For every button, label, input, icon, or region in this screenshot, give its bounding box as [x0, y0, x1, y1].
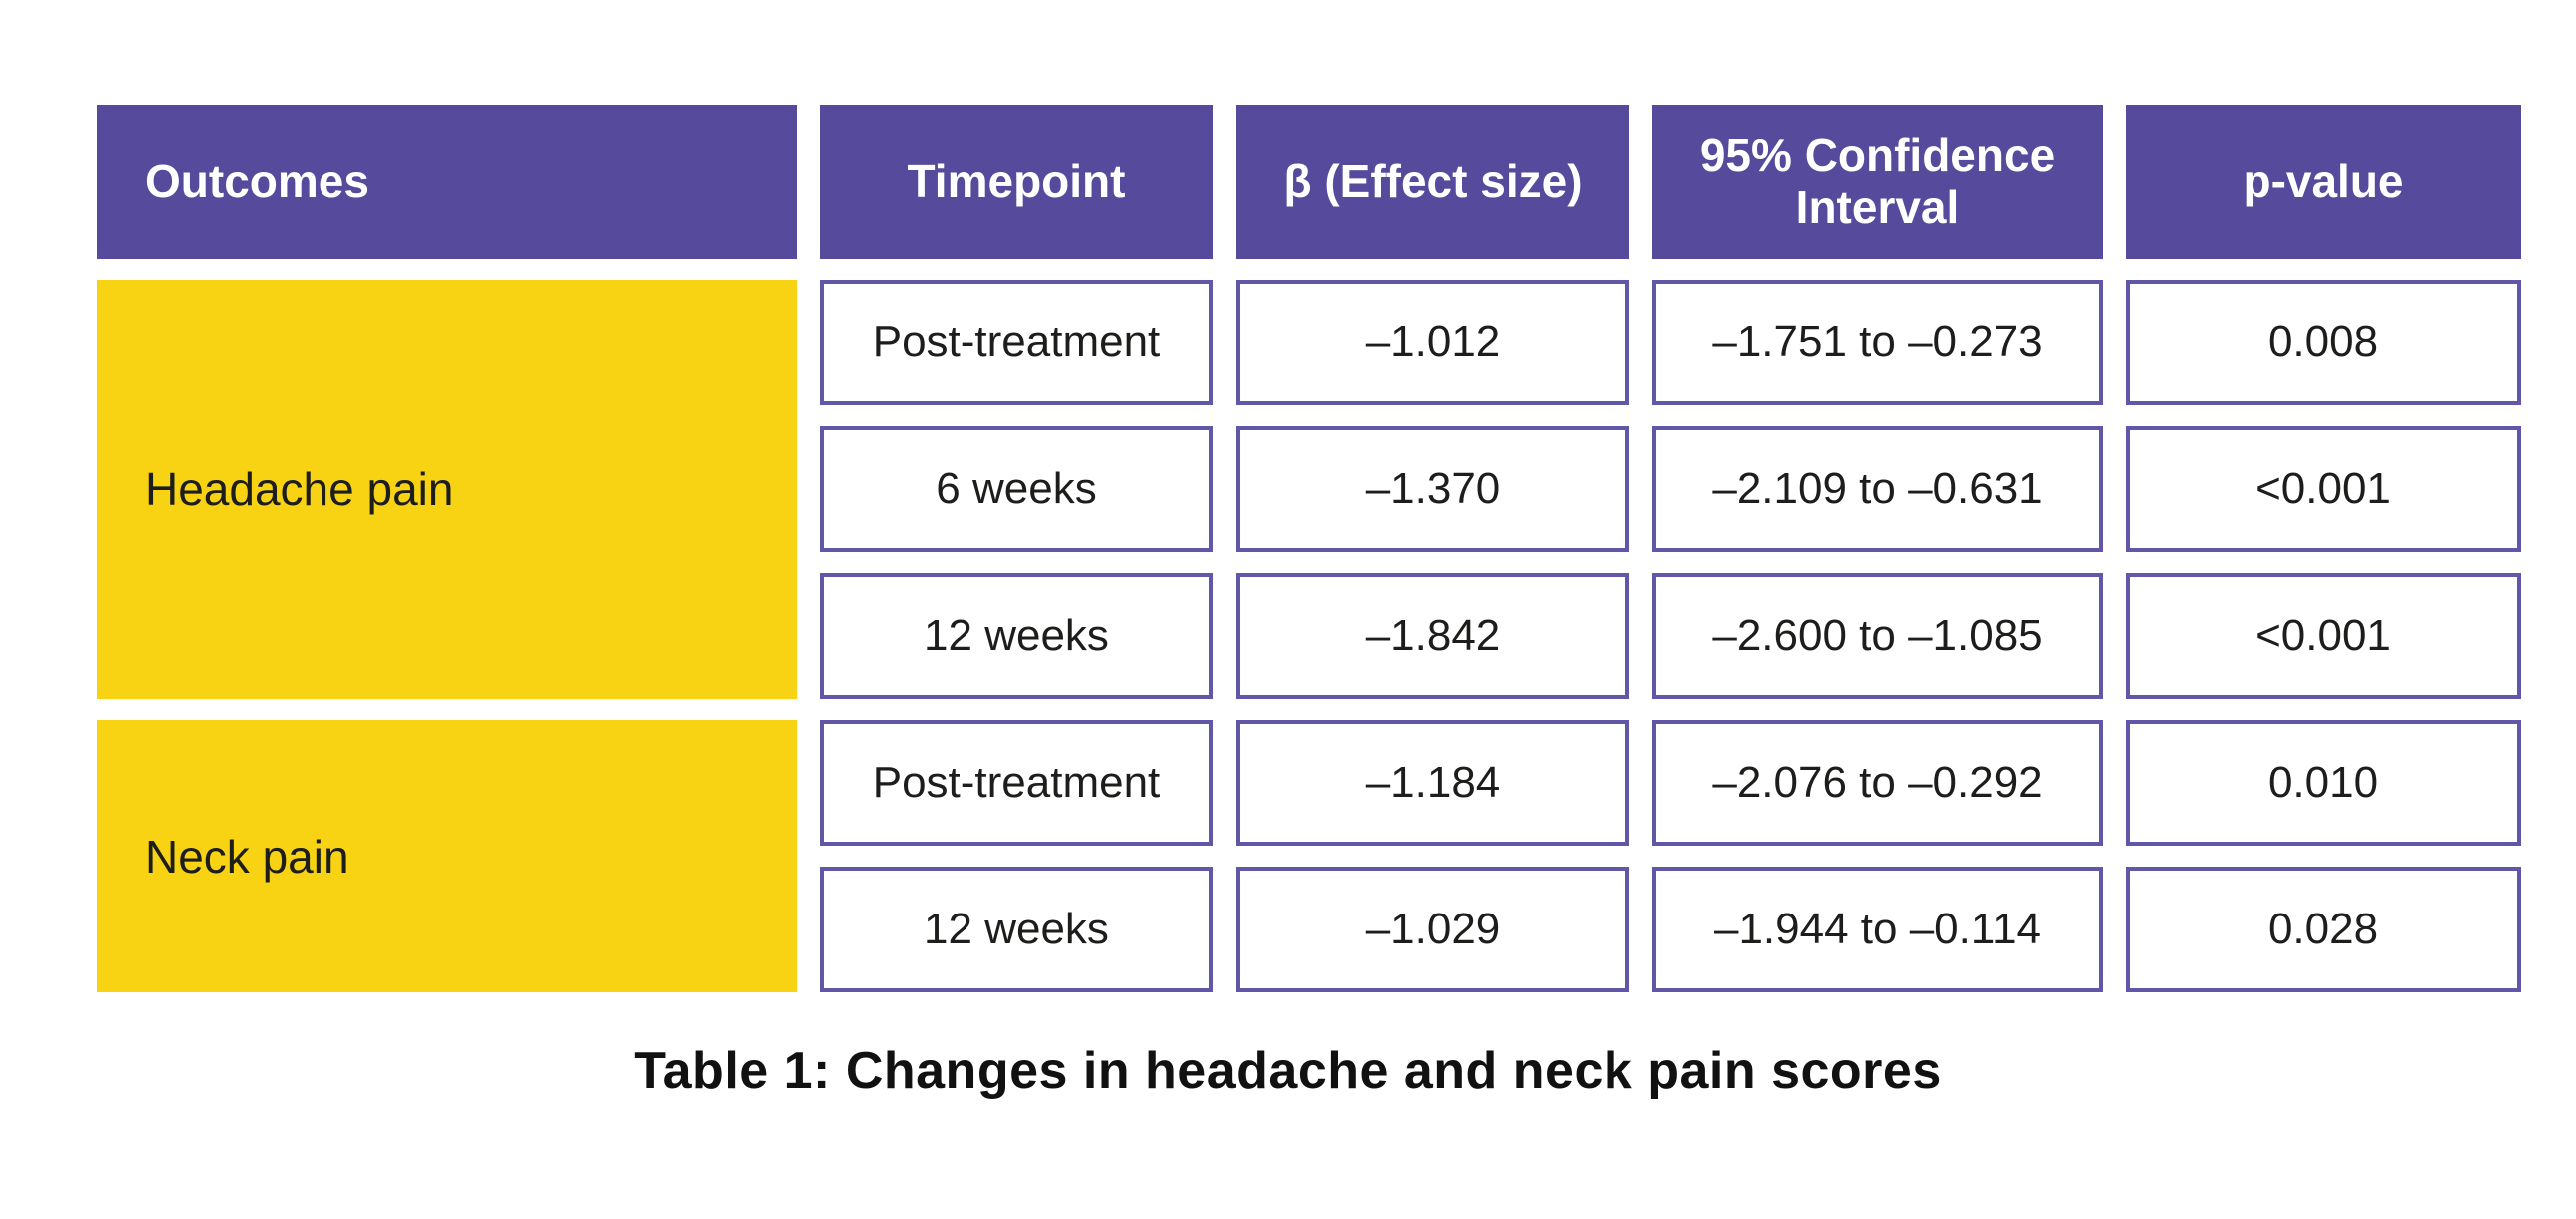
confidence-interval-cell: –2.600 to –1.085: [1652, 573, 2103, 699]
beta-cell: –1.184: [1236, 720, 1629, 846]
confidence-interval-cell: –2.076 to –0.292: [1652, 720, 2103, 846]
p-value-cell: <0.001: [2126, 573, 2521, 699]
column-header-p-value: p-value: [2126, 105, 2521, 259]
timepoint-cell: 12 weeks: [820, 867, 1213, 992]
results-table: Outcomes Timepoint β (Effect size) 95% C…: [97, 105, 2521, 992]
outcome-group-cell-headache-pain: Headache pain: [97, 280, 797, 699]
timepoint-cell: Post-treatment: [820, 720, 1213, 846]
beta-cell: –1.842: [1236, 573, 1629, 699]
beta-cell: –1.012: [1236, 280, 1629, 405]
p-value-cell: 0.028: [2126, 867, 2521, 992]
confidence-interval-cell: –1.751 to –0.273: [1652, 280, 2103, 405]
column-header-confidence-interval: 95% Confidence Interval: [1652, 105, 2103, 259]
timepoint-cell: Post-treatment: [820, 280, 1213, 405]
timepoint-cell: 6 weeks: [820, 426, 1213, 552]
confidence-interval-cell: –1.944 to –0.114: [1652, 867, 2103, 992]
beta-cell: –1.370: [1236, 426, 1629, 552]
table-caption: Table 1: Changes in headache and neck pa…: [634, 1042, 1942, 1100]
column-header-effect-size: β (Effect size): [1236, 105, 1629, 259]
p-value-cell: 0.008: [2126, 280, 2521, 405]
timepoint-cell: 12 weeks: [820, 573, 1213, 699]
column-header-timepoint: Timepoint: [820, 105, 1213, 259]
p-value-cell: 0.010: [2126, 720, 2521, 846]
p-value-cell: <0.001: [2126, 426, 2521, 552]
beta-cell: –1.029: [1236, 867, 1629, 992]
confidence-interval-cell: –2.109 to –0.631: [1652, 426, 2103, 552]
column-header-outcomes: Outcomes: [97, 105, 797, 259]
outcome-group-cell-neck-pain: Neck pain: [97, 720, 797, 992]
